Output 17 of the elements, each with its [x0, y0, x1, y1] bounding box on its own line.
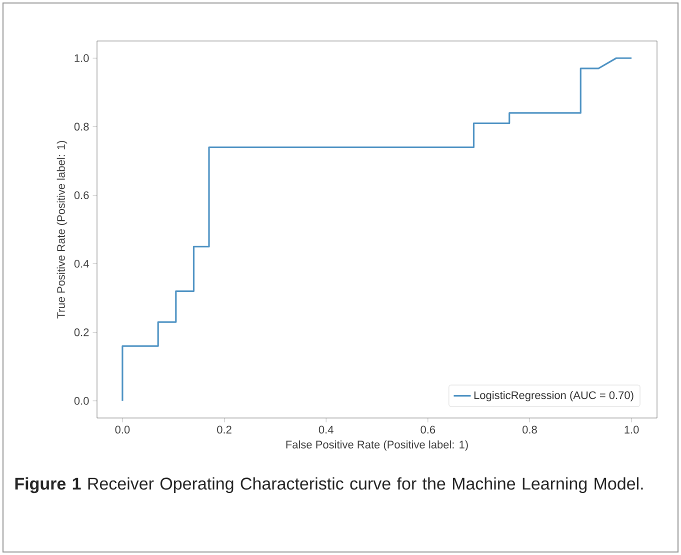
- y-axis-title: True Positive Rate (Positive label: 1): [56, 140, 68, 319]
- x-tick-label: 0.2: [217, 426, 232, 434]
- y-tick-label: 0.4: [74, 260, 89, 268]
- line-series: [122, 57, 632, 402]
- x-tick-label: 0.8: [522, 426, 537, 434]
- x-axis-title: False Positive Rate (Positive label: 1): [286, 440, 468, 451]
- y-tick-label: 0.8: [74, 122, 89, 131]
- y-tick-label: 1.0: [74, 54, 89, 62]
- text: Figure 1 Receiver Operating Characteristic curve for the Machine Learning Model.: [15, 477, 643, 494]
- y-tick-label: 0.0: [74, 396, 89, 405]
- x-tick-label: 1.0: [624, 426, 639, 434]
- legend-label: LogisticRegression (AUC = 0.70): [474, 391, 634, 402]
- x-tick-label: 0.4: [318, 426, 334, 434]
- x-tick-label: 0.6: [420, 426, 436, 434]
- y-tick-label: 0.2: [74, 328, 89, 336]
- y-tick-label: 0.6: [74, 191, 89, 200]
- x-tick-label: 0.0: [115, 426, 130, 434]
